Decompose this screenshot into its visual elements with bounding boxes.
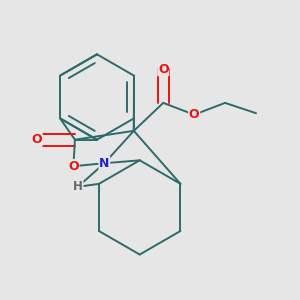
Text: H: H bbox=[73, 180, 83, 193]
Text: O: O bbox=[158, 62, 169, 76]
Text: O: O bbox=[68, 160, 79, 173]
Text: O: O bbox=[189, 108, 200, 121]
Text: O: O bbox=[31, 133, 42, 146]
Text: N: N bbox=[99, 157, 110, 170]
